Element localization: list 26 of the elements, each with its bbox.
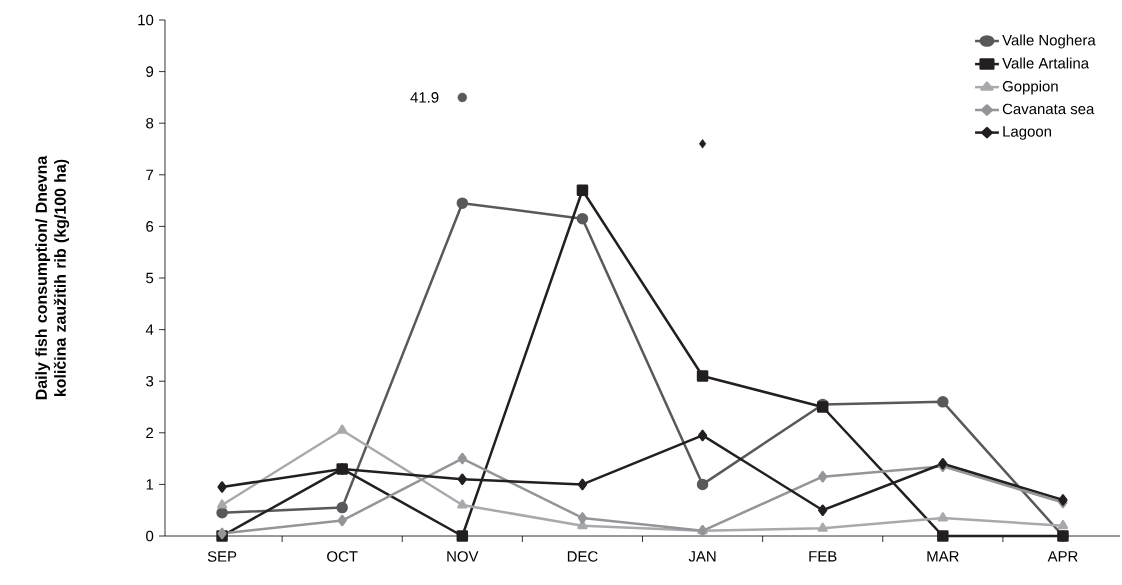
- y-tick-label: 2: [146, 427, 154, 439]
- y-tick-label: 9: [146, 66, 154, 77]
- y-axis-title: Daily fish consumption/ Dnevna količina zaužitih rib (kg/100 ha): [35, 155, 70, 400]
- y-tick-label: 10: [138, 14, 154, 26]
- y-tick-label: 8: [146, 117, 154, 129]
- legend-label: Goppion: [1002, 80, 1058, 95]
- x-tick-label: MAR: [927, 551, 959, 562]
- y-tick-label: 0: [146, 530, 154, 542]
- x-tick-label: OCT: [327, 551, 358, 562]
- y-tick-label: 5: [146, 272, 154, 284]
- y-tick-label: 3: [146, 375, 154, 387]
- x-tick-label: SEP: [207, 551, 237, 562]
- legend-label: Lagoon: [1003, 126, 1052, 140]
- x-tick-label: DEC: [567, 551, 598, 562]
- legend-label: Cavanata sea: [1002, 103, 1095, 115]
- y-tick-label: 4: [145, 324, 154, 335]
- y-tick-label: 1: [146, 479, 154, 490]
- legend-label: Valle Noghera: [1002, 34, 1096, 49]
- x-tick-label: NOV: [447, 551, 479, 562]
- y-tick-label: 7: [146, 169, 154, 180]
- x-tick-label: APR: [1047, 551, 1078, 562]
- x-tick-label: JAN: [688, 551, 716, 562]
- x-tick-label: FEB: [809, 551, 837, 562]
- annotation: 41.9: [410, 92, 439, 103]
- legend-label: Valle Artalina: [1002, 57, 1090, 69]
- y-tick-label: 6: [146, 221, 154, 232]
